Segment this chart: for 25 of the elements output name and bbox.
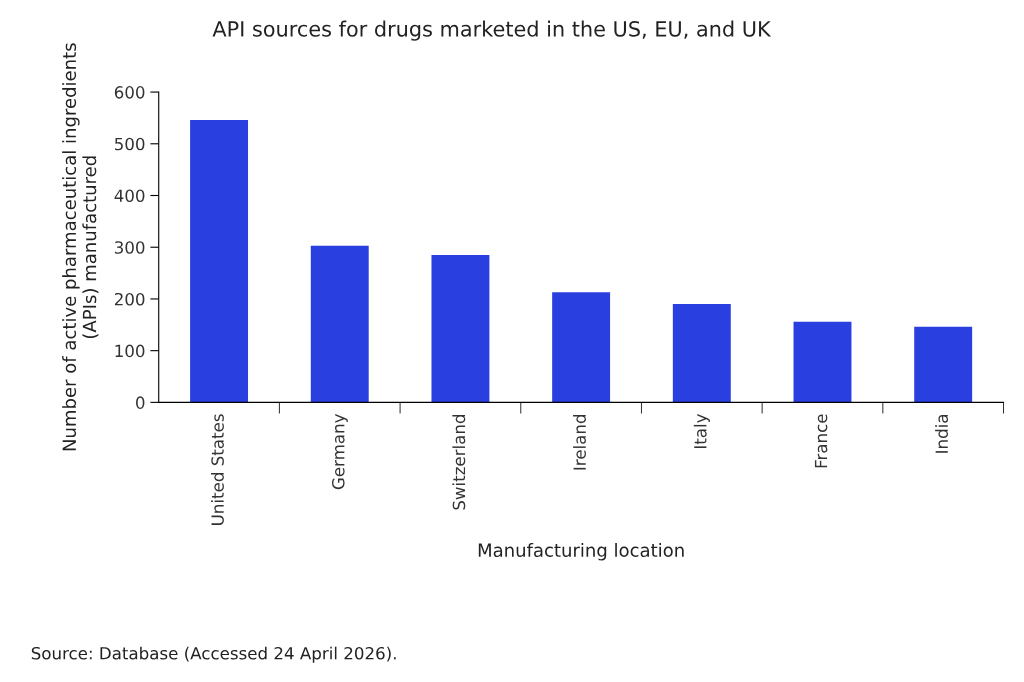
bar [431, 254, 490, 403]
y-tick-label: 500 [115, 137, 145, 151]
y-tick-label: 300 [114, 241, 145, 254]
bar [310, 245, 369, 403]
x-tick-label: India [935, 415, 949, 453]
y-tick-label: 100 [115, 344, 145, 358]
y-tick-label: 400 [114, 189, 145, 203]
source-note: Source: Database (Accessed 24 April 2026). [31, 646, 396, 663]
y-tick-label: 200 [114, 292, 145, 306]
x-tick-label: Switzerland [452, 415, 466, 510]
x-tick-label: Ireland [573, 415, 586, 470]
x-tick-label: Italy [693, 413, 710, 449]
bar [190, 120, 249, 403]
bar [793, 321, 852, 403]
x-tick-label: France [814, 414, 828, 468]
bar [914, 326, 973, 403]
x-tick-label: United States [211, 414, 224, 525]
bar [552, 292, 611, 403]
chart-title: API sources for drugs marketed in the US, EU, and UK [212, 20, 772, 41]
x-axis-title: Manufacturing location [478, 543, 684, 561]
y-axis-title: Number of active pharmaceutical ingredients (APIs) manufactured [62, 43, 99, 451]
y-tick-label: 0 [136, 396, 145, 409]
bar [672, 304, 731, 403]
y-tick-label: 600 [114, 86, 145, 99]
x-tick-label: Germany [331, 413, 348, 490]
